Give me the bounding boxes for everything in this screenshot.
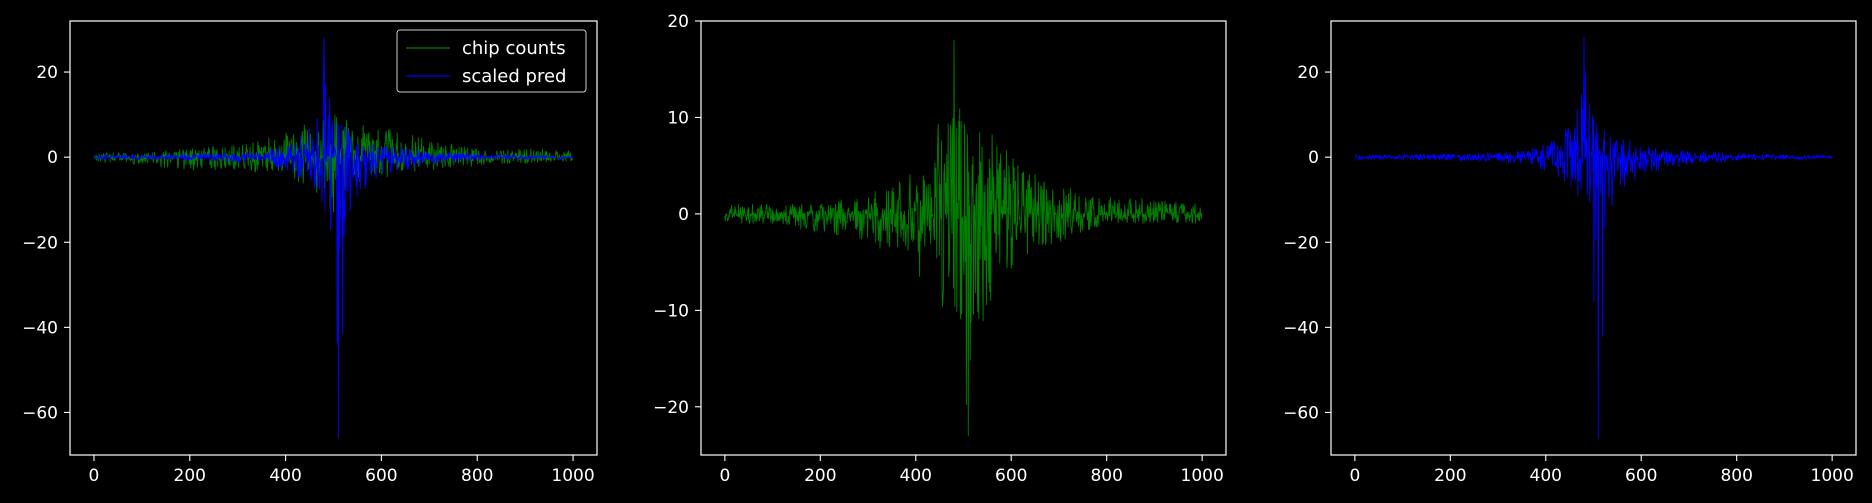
x-tick-label: 200 <box>804 466 836 486</box>
y-tick-label: −60 <box>1283 403 1319 423</box>
x-tick-label: 400 <box>1530 466 1562 486</box>
x-tick-label: 800 <box>1720 466 1752 486</box>
x-tick-label: 200 <box>1434 466 1466 486</box>
series-layer <box>724 39 1203 437</box>
chart-panel-middle: 0 200 400 600 800 1000 −20 −10 0 10 20 <box>653 12 1227 486</box>
x-tick-label: 800 <box>1090 466 1122 486</box>
x-tick-label: 600 <box>1625 466 1657 486</box>
series-layer <box>1354 37 1833 439</box>
legend: chip counts scaled pred <box>396 29 587 93</box>
x-tick-label: 0 <box>719 466 730 486</box>
tick-layer: 0 200 400 600 800 1000 −60 −40 −20 0 20 <box>1283 63 1854 486</box>
series-layer <box>93 37 574 439</box>
series-line-0 <box>724 39 1203 437</box>
y-tick-label: 0 <box>678 205 689 225</box>
series-line-chip-counts <box>93 114 574 213</box>
y-tick-label: −10 <box>653 301 689 321</box>
legend-label-scaled-pred: scaled pred <box>462 66 566 87</box>
x-tick-label: 0 <box>1349 466 1360 486</box>
chart-panel-left: 0 200 400 600 800 1000 −60 −40 −20 0 20 chip count… <box>22 20 598 486</box>
series-line-scaled-pred <box>93 37 574 439</box>
tick-layer: 0 200 400 600 800 1000 −20 −10 0 10 20 <box>653 12 1224 486</box>
x-tick-label: 600 <box>995 466 1027 486</box>
x-tick-label: 1000 <box>551 466 594 486</box>
tick-layer: 0 200 400 600 800 1000 −60 −40 −20 0 20 <box>22 63 595 486</box>
x-tick-label: 1000 <box>1181 466 1224 486</box>
y-tick-label: 10 <box>667 108 689 128</box>
chart-panel-right: 0 200 400 600 800 1000 −60 −40 −20 0 20 <box>1283 20 1857 486</box>
axes-frame <box>1330 20 1857 456</box>
y-tick-label: 20 <box>667 12 689 32</box>
axes-frame <box>69 20 598 456</box>
series-line-0 <box>1354 37 1833 439</box>
y-tick-label: −20 <box>1283 233 1319 253</box>
axes-frame <box>700 20 1227 456</box>
y-tick-label: −60 <box>22 403 58 423</box>
y-tick-label: 20 <box>1297 63 1319 83</box>
x-tick-label: 400 <box>900 466 932 486</box>
legend-label-chip-counts: chip counts <box>462 38 566 59</box>
y-tick-label: −40 <box>22 318 58 338</box>
y-tick-label: −20 <box>653 398 689 418</box>
y-tick-label: −40 <box>1283 318 1319 338</box>
y-tick-label: −20 <box>22 233 58 253</box>
x-tick-label: 400 <box>269 466 301 486</box>
x-tick-label: 800 <box>461 466 493 486</box>
y-tick-label: 0 <box>47 148 58 168</box>
x-tick-label: 200 <box>174 466 206 486</box>
y-tick-label: 20 <box>36 63 58 83</box>
y-tick-label: 0 <box>1308 148 1319 168</box>
x-tick-label: 600 <box>365 466 397 486</box>
x-tick-label: 0 <box>89 466 100 486</box>
x-tick-label: 1000 <box>1811 466 1854 486</box>
